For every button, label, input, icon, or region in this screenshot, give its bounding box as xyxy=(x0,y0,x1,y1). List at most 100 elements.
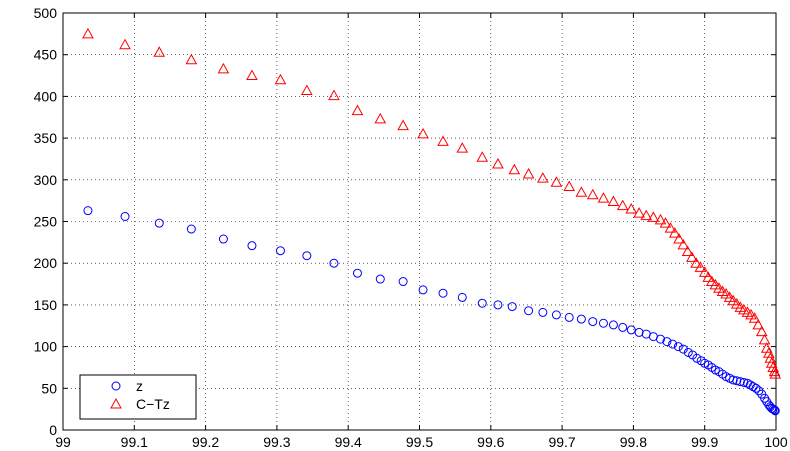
y-axis-ticks: 0 50 100 150 200 250 300 350 400 450 500 xyxy=(34,5,776,438)
ctz-data-point xyxy=(686,251,698,262)
ctz-data-point xyxy=(767,361,779,372)
z-data-point xyxy=(618,322,628,332)
y-tick-label: 200 xyxy=(34,255,58,271)
ctz-data-point xyxy=(681,245,694,257)
ctz-data-point xyxy=(768,365,781,377)
x-tick-label: 99.1 xyxy=(121,434,148,450)
z-data-point xyxy=(732,376,742,386)
y-tick-label: 450 xyxy=(34,47,58,63)
ctz-data-point xyxy=(492,157,504,169)
ctz-data-point xyxy=(300,84,313,96)
z-data-point xyxy=(608,320,618,330)
legend-ctz-label: C−Tz xyxy=(136,396,170,412)
z-data-point xyxy=(678,344,688,354)
x-tick-label: 99 xyxy=(55,434,71,450)
ctz-data-point xyxy=(654,213,667,225)
z-data-point xyxy=(457,292,467,302)
z-data-point xyxy=(493,300,503,310)
series-ctz-points xyxy=(82,27,782,379)
ctz-data-point xyxy=(351,104,364,116)
ctz-data-point xyxy=(217,62,230,74)
z-data-point xyxy=(524,306,534,316)
z-data-point xyxy=(754,386,764,396)
ctz-data-point xyxy=(522,167,535,179)
z-data-point xyxy=(634,327,644,337)
z-data-point xyxy=(728,375,738,385)
z-data-point xyxy=(507,302,517,312)
z-data-point xyxy=(576,314,586,324)
z-data-point xyxy=(735,377,745,387)
z-data-point xyxy=(655,334,665,344)
ctz-data-point xyxy=(677,238,690,250)
z-data-point xyxy=(329,258,339,268)
z-data-point xyxy=(588,317,598,327)
x-tick-label: 100 xyxy=(764,434,788,450)
z-data-point xyxy=(598,318,608,328)
ctz-data-point xyxy=(508,163,521,175)
z-data-point xyxy=(247,241,257,251)
ctz-data-point xyxy=(397,119,409,131)
x-tick-label: 99.5 xyxy=(406,434,433,450)
ctz-data-point xyxy=(755,325,768,337)
z-data-point xyxy=(375,274,385,284)
ctz-data-point xyxy=(586,188,599,200)
x-tick-label: 99.9 xyxy=(691,434,718,450)
ctz-data-point xyxy=(640,209,653,221)
x-tick-label: 99.2 xyxy=(192,434,219,450)
z-data-point xyxy=(398,277,408,287)
x-tick-label: 99.6 xyxy=(477,434,504,450)
z-data-point xyxy=(768,404,778,414)
ctz-data-point xyxy=(185,53,198,65)
y-tick-label: 0 xyxy=(49,422,57,438)
z-data-point xyxy=(626,325,636,335)
ctz-data-point xyxy=(119,38,131,50)
ctz-data-point xyxy=(690,257,702,268)
ctz-data-point xyxy=(730,298,743,309)
z-data-point xyxy=(538,307,548,317)
ctz-data-point xyxy=(763,347,775,358)
ctz-data-point xyxy=(716,285,729,297)
ctz-data-point xyxy=(246,69,258,81)
z-data-point xyxy=(751,383,761,393)
ctz-data-point xyxy=(698,266,711,277)
ctz-data-point xyxy=(694,261,707,272)
z-data-point xyxy=(120,211,130,221)
z-data-point xyxy=(683,347,693,357)
z-data-point xyxy=(83,206,93,216)
ctz-data-point xyxy=(563,180,576,191)
ctz-data-point xyxy=(673,232,685,244)
ctz-data-point xyxy=(476,151,489,162)
z-data-point xyxy=(218,234,228,244)
ctz-data-point xyxy=(153,46,166,57)
z-data-point xyxy=(275,246,285,256)
ctz-data-point xyxy=(765,357,778,368)
y-tick-label: 400 xyxy=(34,88,58,104)
series-z-points xyxy=(83,206,780,416)
z-data-point xyxy=(673,342,683,352)
z-data-point xyxy=(564,312,574,322)
ctz-data-point xyxy=(659,217,672,228)
ctz-data-point xyxy=(633,207,645,218)
x-tick-label: 99.4 xyxy=(335,434,362,450)
x-tick-label: 99.7 xyxy=(548,434,575,450)
ctz-data-point xyxy=(734,301,747,312)
ctz-data-point xyxy=(764,352,777,363)
ctz-data-point xyxy=(625,202,638,214)
x-axis-ticks: 99 99.1 99.2 99.3 99.4 99.5 99.6 99.7 99.8 99.9 10… xyxy=(55,13,788,450)
z-data-point xyxy=(662,337,672,347)
z-data-point xyxy=(692,353,702,363)
legend-z-marker xyxy=(111,381,121,391)
ctz-data-point xyxy=(536,172,549,183)
y-tick-label: 250 xyxy=(34,214,58,230)
y-tick-label: 150 xyxy=(34,297,58,313)
legend-box xyxy=(79,374,197,420)
z-data-point xyxy=(352,268,362,278)
y-tick-label: 50 xyxy=(41,380,57,396)
y-tick-label: 350 xyxy=(34,130,58,146)
ctz-data-point xyxy=(607,195,620,206)
ctz-data-point xyxy=(668,227,681,238)
ctz-data-point xyxy=(328,89,340,101)
ctz-data-point xyxy=(752,318,765,330)
ctz-data-point xyxy=(274,73,287,85)
z-data-point xyxy=(551,310,561,320)
